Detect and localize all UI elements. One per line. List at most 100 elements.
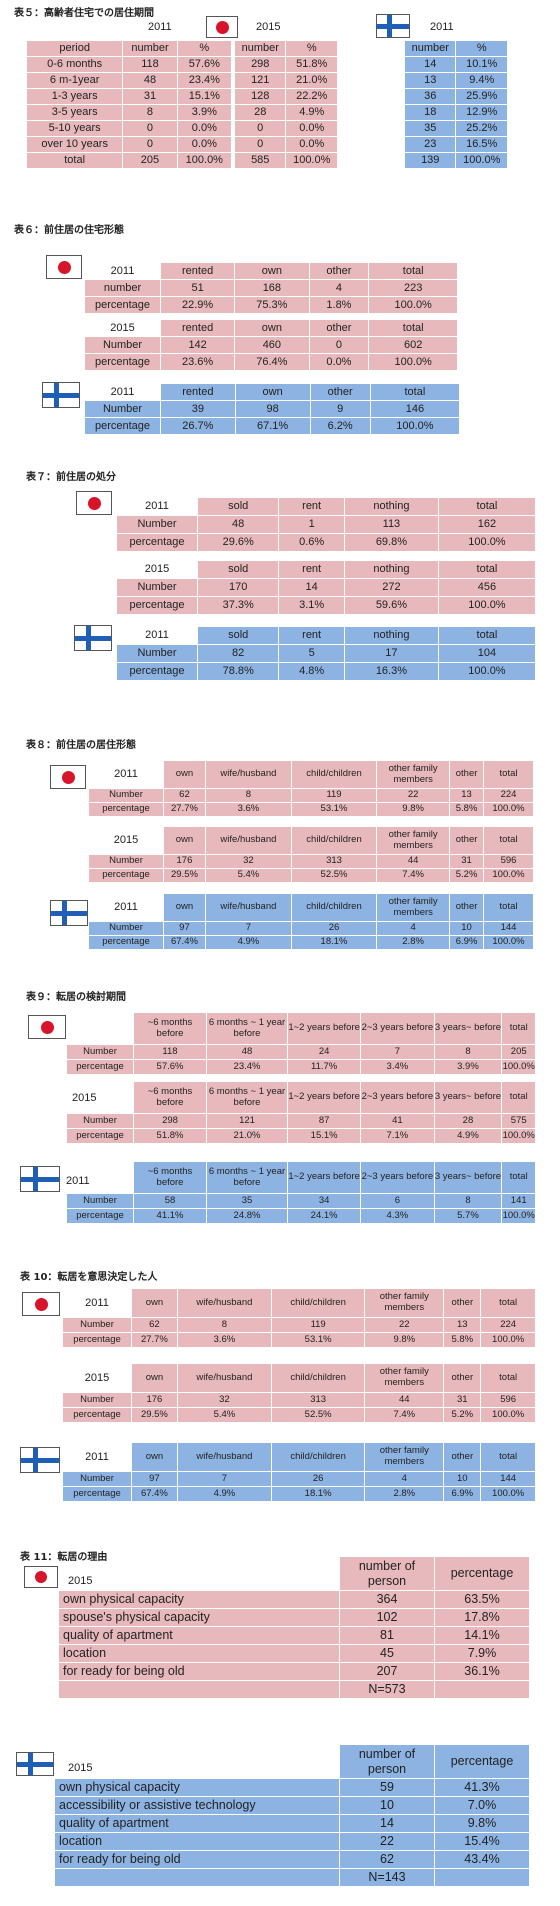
col-header: wife/husband [177,1364,271,1392]
cell: 36 [405,89,456,104]
cell: 13 [444,1318,481,1332]
reason-label: location [59,1645,339,1662]
blank-cell [55,1869,339,1886]
cell: 144 [484,922,533,935]
row-label: Number [117,516,197,533]
cell: 5 [279,645,344,662]
cell: 7 [205,922,291,935]
table8-japan-2015: 2015 own wife/husband child/children other f… [88,826,534,883]
cell: 48 [123,73,177,88]
cell: 119 [272,1318,365,1332]
cell: 118 [134,1045,206,1059]
cell: 28 [235,105,286,120]
table10-japan-2015: 2015 own wife/husband child/children other f… [62,1363,536,1423]
cell: 97 [164,922,205,935]
col-header: number [123,41,177,56]
finland-flag-icon [74,625,112,651]
cell: 4.3% [361,1209,434,1223]
col-header: other [444,1364,481,1392]
finland-flag-icon [50,900,88,926]
col-header: 2~3 years before [361,1082,434,1113]
cell: 100.0% [484,803,533,816]
cell: 22.2% [286,89,337,104]
year-label: 2011 [110,264,135,277]
cell: 6 [361,1194,434,1208]
cell: 456 [438,579,535,596]
cell: 15.1% [288,1129,361,1143]
col-header: own [235,384,310,400]
japan-flag-icon [46,255,82,279]
col-header: ~6 months before [134,1082,206,1113]
cell: 81 [340,1627,434,1644]
col-header: total [481,1443,535,1471]
row-label: percentage [117,597,197,614]
cell: 3.9% [177,105,231,120]
col-header: total [484,894,533,921]
cell: 63.5% [435,1591,529,1608]
cell: 62 [132,1318,177,1332]
cell: 22.9% [161,297,235,313]
cell: 4.9% [286,105,337,120]
row-label: percentage [85,418,160,434]
col-header: number [235,41,286,56]
cell: total [27,153,123,168]
reason-label: for ready for being old [59,1663,339,1680]
cell: 57.6% [177,57,231,72]
row-label: Number [89,855,163,868]
year-label: 2015 [144,563,170,576]
table5-finland-2011: number% 14 10.1% 13 9.4% 36 25.9% 18 12.9% 3… [404,40,508,169]
cell: 25.9% [456,89,507,104]
cell: 3.6% [205,803,291,816]
col-header: child/children [291,761,377,788]
cell: 31 [444,1393,481,1407]
reason-label: quality of apartment [59,1627,339,1644]
cell: 7.9% [435,1645,529,1662]
cell: 53.1% [272,1333,365,1347]
cell: 8 [434,1194,502,1208]
col-header: total [484,761,533,788]
cell: 31 [450,855,483,868]
col-header: other family members [365,1289,444,1317]
cell: 11.7% [288,1060,361,1074]
blank-cell [435,1869,529,1886]
col-header: rent [279,498,344,515]
table5-heading: 表５：高齢者住宅での居住期間 [14,8,154,19]
finland-flag-icon [20,1447,60,1473]
cell: 67.1% [235,418,310,434]
col-header: other family members [365,1364,444,1392]
cell: 3-5 years [27,105,123,120]
cell: 1 [279,516,344,533]
table10-finland-2011: 2011 own wife/husband child/children other f… [62,1442,536,1502]
cell: 100.0% [481,1333,535,1347]
cell: 0.0% [286,137,337,152]
t5-jp2015-year: 2015 [256,21,281,33]
col-header: wife/husband [205,894,291,921]
col-header: other family members [365,1443,444,1471]
cell: 26 [291,922,377,935]
table8-heading: 表８：前住居の居住形態 [26,740,136,751]
row-label: percentage [85,297,160,313]
cell: 52.5% [272,1408,365,1422]
cell: 141 [502,1194,535,1208]
cell: 10.1% [456,57,507,72]
col-header: 2~3 years before [361,1162,434,1193]
blank-cell [435,1681,529,1698]
cell: 5.4% [205,869,291,882]
cell: 272 [344,579,438,596]
cell: 53.1% [291,803,377,816]
cell: 17.8% [435,1609,529,1626]
table9-japan-2015: ~6 months before 6 months ~ 1 year before… [66,1081,536,1144]
t11-jp2015-year: 2015 [68,1575,93,1587]
cell: 176 [164,855,205,868]
col-header: wife/husband [177,1289,271,1317]
cell: 41 [361,1114,434,1128]
cell: 0 [235,137,286,152]
cell: 118 [123,57,177,72]
col-header: other [309,320,369,336]
col-header: other family members [377,761,450,788]
row-label: percentage [67,1060,133,1074]
cell: 102 [340,1609,434,1626]
cell: 29.6% [198,534,279,551]
cell: 12.9% [456,105,507,120]
cell: 575 [502,1114,535,1128]
